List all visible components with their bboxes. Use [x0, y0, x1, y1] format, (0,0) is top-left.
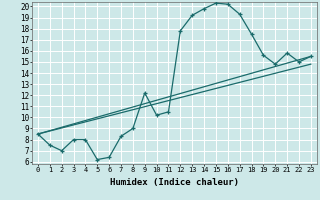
X-axis label: Humidex (Indice chaleur): Humidex (Indice chaleur) — [110, 178, 239, 187]
